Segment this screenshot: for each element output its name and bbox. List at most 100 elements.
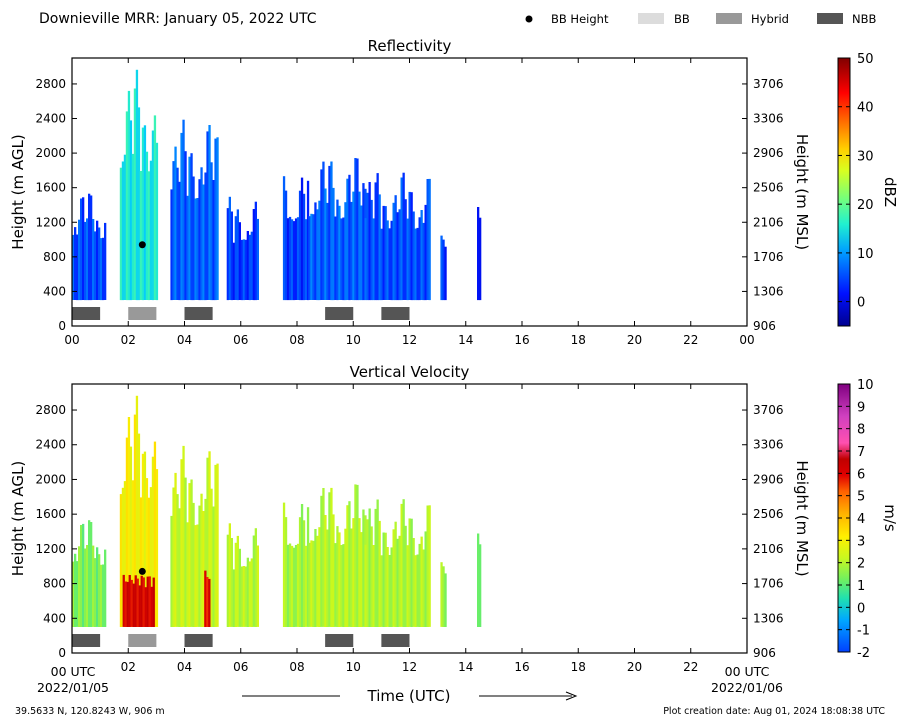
precip-streak bbox=[344, 528, 347, 627]
precip-streak bbox=[442, 239, 445, 301]
time-arrow-head bbox=[565, 691, 578, 701]
y-axis-label: Height (m AGL) bbox=[9, 134, 27, 249]
precip-streak bbox=[306, 180, 310, 301]
precip-streak bbox=[418, 543, 421, 627]
precip-streak bbox=[182, 119, 185, 301]
precip-streak bbox=[149, 160, 153, 300]
precip-streak bbox=[348, 174, 351, 301]
precip-streak bbox=[370, 199, 373, 301]
y-tick-label: 1600 bbox=[35, 507, 66, 521]
precip-streak bbox=[336, 199, 339, 301]
precip-streak bbox=[318, 200, 321, 301]
precip-streak bbox=[200, 493, 203, 627]
precip-streak bbox=[388, 555, 391, 627]
x-tick-label: 02 bbox=[121, 660, 136, 674]
location-label: 39.5633 N, 120.8243 W, 906 m bbox=[15, 706, 165, 717]
y-axis-ticks: 0 906 400 1306 800 1706 1200 2106 1600 2506 2000 29… bbox=[35, 77, 783, 333]
precip-streak bbox=[206, 131, 209, 300]
precip-streak bbox=[310, 540, 313, 627]
precip-streak bbox=[402, 499, 405, 627]
colorbar-tick-label: 9 bbox=[857, 400, 865, 415]
precip-streak bbox=[236, 209, 239, 301]
colorbar-tick-label: 30 bbox=[857, 149, 874, 164]
precip-streak bbox=[412, 538, 415, 627]
precip-streak bbox=[226, 534, 229, 627]
y-tick-label: 0 bbox=[58, 646, 66, 660]
precip-streak bbox=[322, 161, 325, 300]
precip-streak bbox=[139, 497, 143, 627]
precip-streak bbox=[88, 520, 91, 627]
precip-streak bbox=[282, 176, 286, 301]
precip-streak bbox=[414, 228, 417, 301]
x-tick-label: 20 bbox=[627, 333, 642, 347]
precip-streak bbox=[242, 239, 245, 301]
precip-streak bbox=[412, 211, 415, 301]
y-tick-label: 2800 bbox=[35, 403, 66, 417]
velocity-colorbar: -2 -1 0 1 2 3 4 5 6 7 8 9 10 m/s bbox=[837, 378, 899, 661]
y2-axis-label: Height (m MSL) bbox=[793, 460, 811, 576]
precip-streak bbox=[153, 441, 157, 627]
fall-speed-streak bbox=[126, 581, 129, 627]
precip-streak bbox=[286, 544, 290, 627]
precip-streak bbox=[178, 181, 181, 301]
colorbar-tick-label: 6 bbox=[857, 467, 865, 482]
precip-streak bbox=[76, 561, 79, 627]
colorbar-tick-label: 0 bbox=[857, 601, 865, 616]
precip-streak bbox=[320, 495, 323, 627]
precip-streak bbox=[90, 522, 93, 627]
precip-streak bbox=[477, 207, 480, 301]
precip-streak bbox=[372, 545, 375, 627]
precip-streak bbox=[78, 219, 81, 301]
x-tick-label: 04 bbox=[177, 660, 192, 674]
y2-tick-label: 906 bbox=[753, 319, 776, 333]
precip-streak bbox=[202, 184, 205, 301]
precip-streak bbox=[396, 212, 399, 301]
precip-streak bbox=[384, 532, 387, 627]
precip-streak bbox=[74, 227, 77, 300]
precip-streak bbox=[151, 130, 155, 301]
x-axis-ticks: 02 04 06 08 10 12 14 16 18 20 22 bbox=[71, 384, 748, 674]
fall-speed-streak bbox=[124, 581, 127, 627]
precip-streak bbox=[135, 395, 139, 627]
x-tick-label: 12 bbox=[402, 333, 417, 347]
x-tick-label: 18 bbox=[571, 660, 586, 674]
y2-tick-label: 2906 bbox=[753, 472, 784, 486]
precip-streak bbox=[324, 188, 327, 300]
precip-streak bbox=[178, 508, 181, 627]
x-tick-label: 22 bbox=[683, 660, 698, 674]
precip-streak bbox=[404, 199, 407, 300]
precip-streak bbox=[127, 417, 131, 627]
precip-column bbox=[226, 196, 259, 301]
precip-streak bbox=[440, 562, 443, 627]
precip-streak bbox=[147, 171, 151, 301]
precip-streak bbox=[76, 234, 79, 301]
precip-streak bbox=[236, 535, 239, 627]
precip-streak bbox=[246, 231, 249, 300]
precip-streak bbox=[302, 520, 306, 627]
precip-streak bbox=[346, 505, 349, 627]
precip-streak bbox=[232, 242, 235, 300]
precip-streak bbox=[356, 484, 359, 627]
legend-nbb-label: NBB bbox=[852, 12, 876, 26]
precip-streak bbox=[352, 191, 355, 301]
precip-streak bbox=[408, 191, 411, 300]
precip-streak bbox=[188, 483, 191, 627]
y-tick-label: 1200 bbox=[35, 215, 66, 229]
precip-streak bbox=[400, 503, 403, 627]
legend-bb-label: BB bbox=[674, 12, 690, 26]
precip-streak bbox=[238, 548, 241, 627]
precip-streak bbox=[176, 494, 179, 627]
precip-columns bbox=[72, 395, 482, 627]
precip-streak bbox=[374, 508, 377, 627]
time-axis-title: Time (UTC) bbox=[242, 687, 578, 705]
precip-streak bbox=[326, 202, 329, 300]
precip-streak bbox=[444, 573, 447, 627]
precip-column bbox=[72, 193, 107, 301]
fall-speed-streak bbox=[144, 587, 147, 627]
legend-hybrid-label: Hybrid bbox=[751, 12, 789, 26]
bb-height-marker bbox=[138, 567, 146, 575]
precip-streak bbox=[290, 219, 294, 301]
colorbar-tick-label: 40 bbox=[857, 101, 874, 116]
precip-streak bbox=[180, 132, 183, 301]
precip-streak bbox=[174, 472, 177, 627]
